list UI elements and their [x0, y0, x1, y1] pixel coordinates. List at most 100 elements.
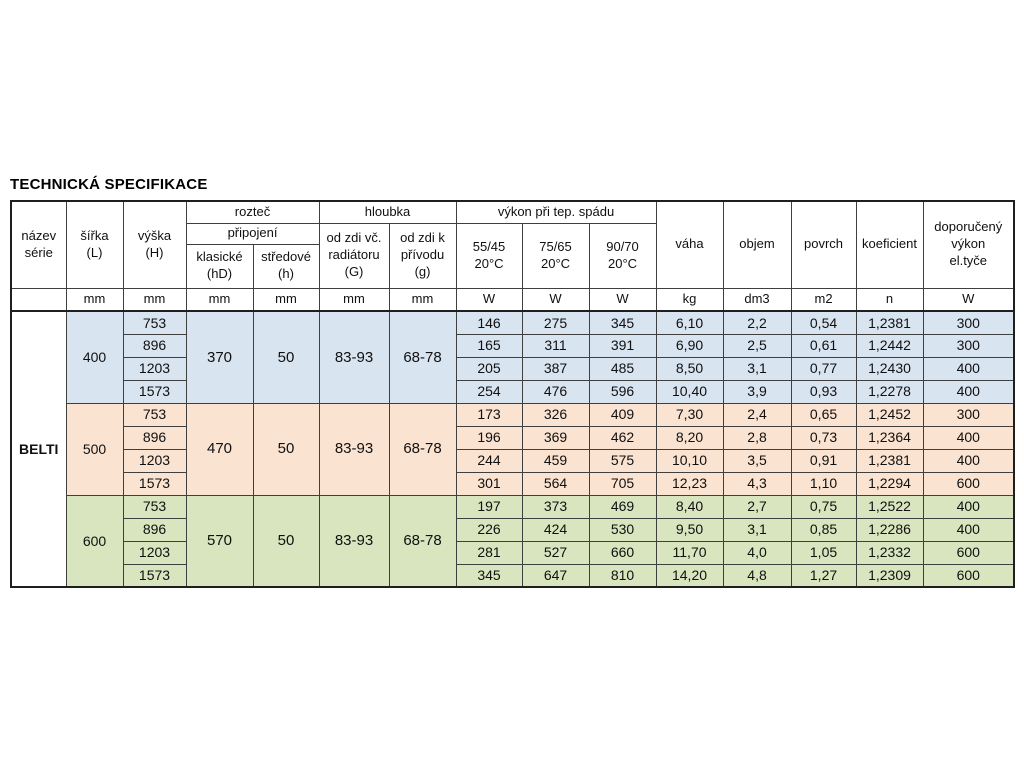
vykon-9070-cell: 596 [588, 379, 657, 404]
vaha-cell: 8,40 [655, 494, 724, 519]
col-header-od-zdi-radiatoru: od zdi vč. radiátoru (G) [318, 222, 390, 289]
koeficient-cell: 1,2381 [855, 310, 924, 335]
table-body: BELTI 400 753 370 50 83-93 68-78 146 275 345 6,10 2… [10, 310, 1015, 588]
col-header-objem: objem [722, 200, 792, 289]
unit-cell: kg [655, 287, 724, 312]
povrch-cell: 0,61 [790, 333, 857, 358]
col-header-spad-9070: 90/70 20°C [588, 222, 657, 289]
vykon-5545-cell: 244 [455, 448, 523, 473]
col-header-nazev-serie: název série [10, 200, 67, 289]
vaha-cell: 10,10 [655, 448, 724, 473]
col-header-povrch: povrch [790, 200, 857, 289]
unit-cell: W [521, 287, 590, 312]
doporuceny-vykon-cell: 400 [922, 425, 1015, 450]
koeficient-cell: 1,2364 [855, 425, 924, 450]
vaha-cell: 6,90 [655, 333, 724, 358]
doporuceny-vykon-cell: 300 [922, 333, 1015, 358]
vaha-cell: 14,20 [655, 563, 724, 588]
vykon-5545-cell: 205 [455, 356, 523, 381]
roztec-stredove-cell: 50 [252, 310, 320, 404]
vykon-7565-cell: 476 [521, 379, 590, 404]
objem-cell: 2,2 [722, 310, 792, 335]
objem-cell: 2,8 [722, 425, 792, 450]
roztec-stredove-cell: 50 [252, 402, 320, 496]
vykon-5545-cell: 301 [455, 471, 523, 496]
hloubka-od-zdi-radiatoru-cell: 83-93 [318, 402, 390, 496]
vykon-5545-cell: 345 [455, 563, 523, 588]
table-row: 600 753 570 50 83-93 68-78 197 373 469 8,40 2,7 0,7… [11, 494, 1015, 588]
roztec-klasicke-cell: 470 [185, 402, 254, 496]
doporuceny-vykon-cell: 400 [922, 517, 1015, 542]
koeficient-cell: 1,2278 [855, 379, 924, 404]
sirka-cell: 400 [65, 310, 124, 404]
objem-cell: 3,9 [722, 379, 792, 404]
table-row: 1573 254 476 596 10,40 3,9 0,93 1,2278 400 [11, 379, 1015, 404]
koeficient-cell: 1,2442 [855, 333, 924, 358]
units-row: mm mm mm mm mm mm W W W kg dm3 m2 n W [10, 287, 1015, 312]
col-header-vyska: výška (H) [122, 200, 187, 289]
hloubka-od-zdi-radiatoru-cell: 83-93 [318, 494, 390, 588]
vykon-9070-cell: 485 [588, 356, 657, 381]
serie-cell: BELTI [10, 310, 67, 588]
table-row: 896 226 424 530 9,50 3,1 0,85 1,2286 400 [11, 517, 1015, 542]
doporuceny-vykon-cell: 300 [922, 402, 1015, 427]
koeficient-cell: 1,2381 [855, 448, 924, 473]
unit-cell: mm [65, 287, 124, 312]
vykon-7565-cell: 373 [521, 494, 590, 519]
vykon-7565-cell: 424 [521, 517, 590, 542]
objem-cell: 4,8 [722, 563, 792, 588]
koeficient-cell: 1,2286 [855, 517, 924, 542]
vykon-9070-cell: 810 [588, 563, 657, 588]
objem-cell: 3,1 [722, 356, 792, 381]
vykon-9070-cell: 391 [588, 333, 657, 358]
header-row-2: připojení od zdi vč. radiátoru (G) od zd… [11, 222, 1014, 289]
hloubka-od-zdi-privodu-cell: 68-78 [388, 494, 457, 588]
table-row: 500 753 470 50 83-93 68-78 173 326 409 7,30 2,4 0,6… [11, 402, 1015, 496]
col-header-vykon: výkon při tep. spádu [455, 200, 657, 224]
spec-table: název série šířka (L) výška (H) rozteč h… [10, 200, 1016, 588]
objem-cell: 3,1 [722, 517, 792, 542]
objem-cell: 2,7 [722, 494, 792, 519]
koeficient-cell: 1,2332 [855, 540, 924, 565]
vyska-cell: 896 [122, 517, 187, 542]
header-row-3: klasické (hD) středové (h) [11, 243, 1014, 289]
doporuceny-vykon-cell: 400 [922, 379, 1015, 404]
povrch-cell: 1,27 [790, 563, 857, 588]
vykon-5545-cell: 197 [455, 494, 523, 519]
vaha-cell: 7,30 [655, 402, 724, 427]
objem-cell: 3,5 [722, 448, 792, 473]
povrch-cell: 0,75 [790, 494, 857, 519]
unit-cell: W [588, 287, 657, 312]
vyska-cell: 896 [122, 425, 187, 450]
table-row: BELTI 400 753 370 50 83-93 68-78 146 275 345 6,10 2… [10, 310, 1015, 588]
koeficient-cell: 1,2309 [855, 563, 924, 588]
unit-cell: mm [185, 287, 254, 312]
objem-cell: 2,5 [722, 333, 792, 358]
vyska-cell: 1573 [122, 471, 187, 496]
hloubka-od-zdi-privodu-cell: 68-78 [388, 310, 457, 404]
objem-cell: 4,0 [722, 540, 792, 565]
table-row: 1573 345 647 810 14,20 4,8 1,27 1,2309 600 [11, 563, 1015, 588]
vaha-cell: 9,50 [655, 517, 724, 542]
unit-cell: mm [318, 287, 390, 312]
doporuceny-vykon-cell: 600 [922, 471, 1015, 496]
vykon-9070-cell: 705 [588, 471, 657, 496]
table-header: název série šířka (L) výška (H) rozteč h… [10, 200, 1015, 312]
vykon-9070-cell: 345 [588, 310, 657, 335]
vaha-cell: 6,10 [655, 310, 724, 335]
vaha-cell: 8,50 [655, 356, 724, 381]
vaha-cell: 10,40 [655, 379, 724, 404]
vykon-9070-cell: 575 [588, 448, 657, 473]
vykon-5545-cell: 281 [455, 540, 523, 565]
vaha-cell: 12,23 [655, 471, 724, 496]
koeficient-cell: 1,2522 [855, 494, 924, 519]
vyska-cell: 753 [122, 310, 187, 335]
hloubka-od-zdi-privodu-cell: 68-78 [388, 402, 457, 496]
vykon-9070-cell: 469 [588, 494, 657, 519]
koeficient-cell: 1,2430 [855, 356, 924, 381]
povrch-cell: 0,85 [790, 517, 857, 542]
povrch-cell: 0,65 [790, 402, 857, 427]
table-row: 1203 205 387 485 8,50 3,1 0,77 1,2430 400 [11, 356, 1015, 381]
col-header-hloubka: hloubka [318, 200, 457, 224]
header-row-1: název série šířka (L) výška (H) rozteč h… [10, 200, 1015, 289]
